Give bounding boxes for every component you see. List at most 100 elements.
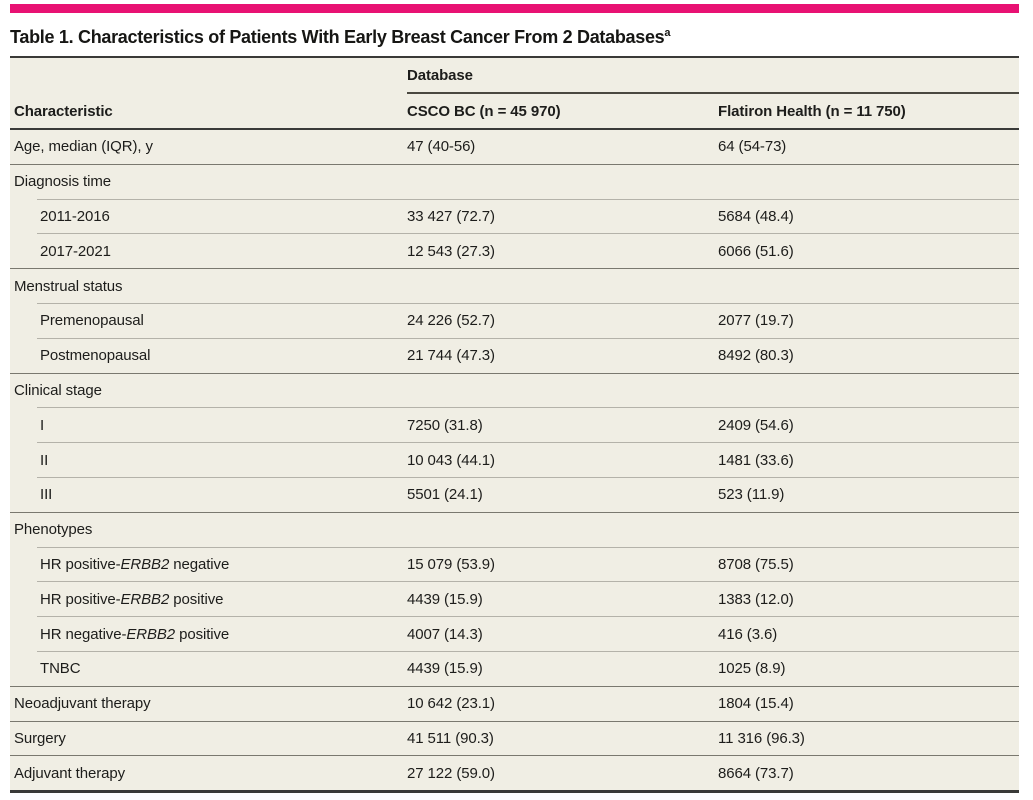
csco-value: 4007 (14.3) — [407, 625, 483, 643]
table-row: 2017-2021 12 543 (27.3) 6066 (51.6) — [10, 234, 1019, 268]
flatiron-value: 11 316 (96.3) — [718, 729, 805, 747]
table-row: HR positive-ERBB2 negative 15 079 (53.9) 8… — [10, 548, 1019, 582]
row-divider — [37, 650, 1019, 652]
csco-value: 4439 (15.9) — [407, 590, 483, 608]
page: Table 1. Characteristics of Patients Wit… — [0, 4, 1033, 794]
table-header: Database Characteristic CSCO BC (n = 45 … — [10, 58, 1019, 130]
column-header-row: Characteristic CSCO BC (n = 45 970) Flat… — [10, 94, 1019, 128]
table-row: Surgery 41 511 (90.3) 11 316 (96.3) — [10, 722, 1019, 756]
row-divider — [10, 511, 1019, 513]
row-divider — [10, 755, 1019, 757]
row-label: HR negative-ERBB2 positive — [40, 625, 230, 643]
table-row: II 10 043 (44.1) 1481 (33.6) — [10, 443, 1019, 477]
section-row: Phenotypes — [10, 513, 1019, 547]
section-row: Diagnosis time — [10, 165, 1019, 199]
flatiron-value: 5684 (48.4) — [718, 207, 794, 225]
table-row: 2011-2016 33 427 (72.7) 5684 (48.4) — [10, 200, 1019, 234]
flatiron-value: 1481 (33.6) — [718, 451, 794, 469]
column-header-csco: CSCO BC (n = 45 970) — [407, 102, 561, 120]
table-title-footnote-marker: a — [664, 27, 671, 39]
row-label: HR positive-ERBB2 positive — [40, 590, 224, 608]
row-divider — [37, 407, 1019, 409]
section-row: Menstrual status — [10, 269, 1019, 303]
table-row: Neoadjuvant therapy 10 642 (23.1) 1804 (15… — [10, 687, 1019, 721]
table-row: I 7250 (31.8) 2409 (54.6) — [10, 408, 1019, 442]
row-label: Premenopausal — [40, 312, 144, 330]
table-body: Age, median (IQR), y 47 (40-56) 64 (54-73)… — [10, 130, 1019, 790]
flatiron-value: 6066 (51.6) — [718, 242, 794, 260]
csco-value: 47 (40-56) — [407, 138, 476, 156]
column-header-characteristic: Characteristic — [14, 102, 113, 120]
flatiron-value: 1383 (12.0) — [718, 590, 794, 608]
row-label: Surgery — [14, 729, 66, 747]
row-label: 2017-2021 — [40, 242, 111, 260]
row-divider — [10, 685, 1019, 687]
row-divider — [37, 476, 1019, 478]
csco-value: 10 043 (44.1) — [407, 451, 495, 469]
row-label: I — [40, 416, 45, 434]
row-label: III — [40, 486, 53, 504]
row-label: Menstrual status — [14, 277, 123, 295]
column-group-spacer — [10, 58, 407, 94]
row-divider — [37, 302, 1019, 304]
csco-value: 12 543 (27.3) — [407, 242, 495, 260]
row-divider — [37, 616, 1019, 618]
row-divider — [10, 268, 1019, 270]
csco-value: 21 744 (47.3) — [407, 347, 495, 365]
row-label: HR positive-ERBB2 negative — [40, 555, 230, 573]
csco-value: 27 122 (59.0) — [407, 764, 495, 782]
row-label: Clinical stage — [14, 381, 102, 399]
table-row: Age, median (IQR), y 47 (40-56) 64 (54-73) — [10, 130, 1019, 164]
csco-value: 41 511 (90.3) — [407, 729, 494, 747]
csco-value: 4439 (15.9) — [407, 660, 483, 678]
section-row: Clinical stage — [10, 374, 1019, 408]
flatiron-value: 2409 (54.6) — [718, 416, 794, 434]
table-row: III 5501 (24.1) 523 (11.9) — [10, 478, 1019, 512]
flatiron-value: 2077 (19.7) — [718, 312, 794, 330]
table-title: Table 1. Characteristics of Patients Wit… — [10, 22, 1019, 48]
flatiron-value: 8708 (75.5) — [718, 555, 794, 573]
row-label: Diagnosis time — [14, 173, 111, 191]
row-label: 2011-2016 — [40, 207, 110, 225]
flatiron-value: 416 (3.6) — [718, 625, 778, 643]
flatiron-value: 523 (11.9) — [718, 486, 785, 504]
column-group-row: Database — [10, 58, 1019, 94]
flatiron-value: 1804 (15.4) — [718, 695, 794, 713]
column-header-flatiron: Flatiron Health (n = 11 750) — [718, 102, 906, 120]
row-divider — [37, 442, 1019, 444]
csco-value: 24 226 (52.7) — [407, 312, 495, 330]
row-divider — [37, 233, 1019, 235]
row-divider — [10, 720, 1019, 722]
table-row: Premenopausal 24 226 (52.7) 2077 (19.7) — [10, 304, 1019, 338]
row-label: II — [40, 451, 49, 469]
table-row: TNBC 4439 (15.9) 1025 (8.9) — [10, 652, 1019, 686]
row-divider — [37, 337, 1019, 339]
row-divider — [10, 163, 1019, 165]
row-divider — [10, 372, 1019, 374]
csco-value: 33 427 (72.7) — [407, 207, 495, 225]
table-row: Adjuvant therapy 27 122 (59.0) 8664 (73.7) — [10, 756, 1019, 790]
column-group-label: Database — [407, 66, 473, 84]
csco-value: 7250 (31.8) — [407, 416, 483, 434]
column-group-span: Database — [407, 58, 1019, 94]
accent-bar — [10, 4, 1019, 13]
csco-value: 10 642 (23.1) — [407, 695, 495, 713]
row-label: Postmenopausal — [40, 347, 151, 365]
flatiron-value: 8664 (73.7) — [718, 764, 794, 782]
row-label: Age, median (IQR), y — [14, 138, 153, 156]
table-row: HR negative-ERBB2 positive 4007 (14.3) 416… — [10, 617, 1019, 651]
row-label: Phenotypes — [14, 521, 93, 539]
row-divider — [37, 581, 1019, 583]
row-label: Neoadjuvant therapy — [14, 695, 151, 713]
flatiron-value: 64 (54-73) — [718, 138, 787, 156]
row-divider — [37, 198, 1019, 200]
table-title-text: Table 1. Characteristics of Patients Wit… — [10, 27, 665, 47]
row-label: Adjuvant therapy — [14, 764, 125, 782]
flatiron-value: 8492 (80.3) — [718, 347, 794, 365]
csco-value: 15 079 (53.9) — [407, 555, 495, 573]
row-label: TNBC — [40, 660, 81, 678]
table-row: HR positive-ERBB2 positive 4439 (15.9) 138… — [10, 582, 1019, 616]
table-row: Postmenopausal 21 744 (47.3) 8492 (80.3) — [10, 339, 1019, 373]
flatiron-value: 1025 (8.9) — [718, 660, 786, 678]
characteristics-table: Database Characteristic CSCO BC (n = 45 … — [10, 56, 1019, 794]
